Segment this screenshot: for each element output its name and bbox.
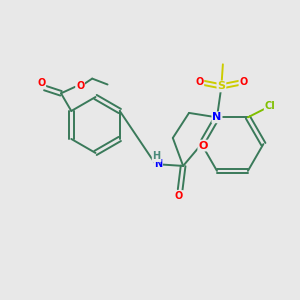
- Text: O: O: [239, 77, 247, 87]
- Text: H: H: [153, 151, 161, 161]
- Text: Cl: Cl: [265, 101, 275, 111]
- Text: O: O: [198, 141, 208, 151]
- Text: N: N: [212, 112, 222, 122]
- Text: O: O: [195, 77, 203, 87]
- Text: S: S: [218, 81, 225, 92]
- Text: O: O: [37, 78, 45, 88]
- Text: O: O: [175, 191, 183, 201]
- Text: N: N: [154, 159, 162, 170]
- Text: O: O: [76, 81, 84, 91]
